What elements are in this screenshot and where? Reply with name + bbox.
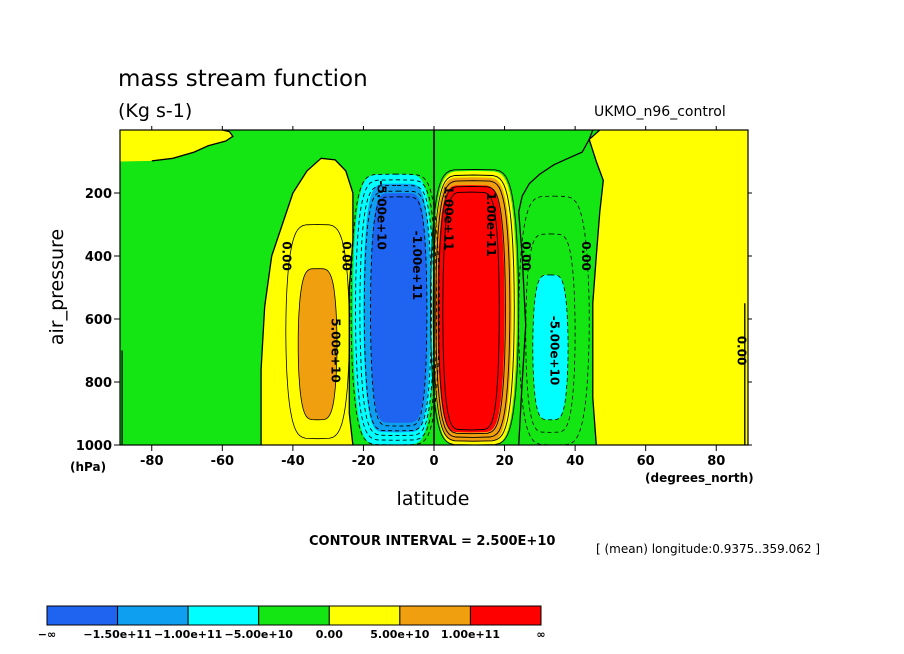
contour-zero-north-polar — [588, 129, 604, 446]
colorbar-bin — [399, 605, 471, 626]
contour-label-9: -5.00e+10 — [548, 316, 562, 385]
contour-south-hadley-3 — [363, 190, 432, 432]
y-tick-label: 200 — [85, 187, 112, 202]
contour-label-text: -1.00e+11 — [410, 231, 424, 300]
contour-label-text: 0.00 — [734, 336, 748, 366]
contour-label-text: 1.00e+11 — [484, 192, 498, 257]
contour-label-6: 1.00e+11 — [484, 192, 498, 257]
colorbar-label: −∞ — [38, 628, 56, 641]
contour-label-10: 0.00 — [734, 336, 748, 366]
contour-label-7: 0.00 — [519, 241, 533, 271]
contour-label-5: 1.00e+11 — [442, 186, 456, 251]
contour-label-text: -5.00e+10 — [375, 180, 389, 249]
field-north-edge — [745, 303, 748, 445]
x-axis-unit: (degrees_north) — [645, 471, 754, 485]
contour-south-hadley-2 — [359, 184, 435, 437]
contour-label-3: -5.00e+10 — [375, 180, 389, 249]
x-tick-label: 80 — [707, 454, 725, 469]
x-axis-label: latitude — [396, 488, 470, 510]
colorbar-labels: −∞ −1.50e+11 −1.00e+11 −5.00e+10 0.00 5.00e+1… — [38, 628, 546, 641]
x-tick-label: 0 — [429, 454, 438, 469]
contour-north-ferrel-core — [532, 274, 569, 421]
contour-south-ferrel-core — [297, 268, 338, 421]
contour-label-text: 0.00 — [519, 241, 533, 271]
contour-label-text: -5.00e+10 — [548, 316, 562, 385]
colorbar — [46, 605, 542, 626]
y-tick-label: 800 — [85, 376, 112, 391]
averaging-note: [ (mean) longitude:0.9375..359.062 ] — [596, 542, 821, 556]
field-north-hadley-core — [437, 185, 505, 433]
chart-units: (Kg s-1) — [118, 100, 193, 122]
contour-label-2: 5.00e+10 — [329, 318, 343, 383]
contour-label-text: 0.00 — [339, 241, 353, 271]
contour-label-1: 0.00 — [339, 241, 353, 271]
contour-zero-south-polar — [151, 129, 234, 162]
contour-label-text: 0.00 — [279, 241, 293, 271]
x-tick-label: -80 — [140, 454, 164, 469]
colorbar-bin — [46, 605, 119, 626]
contour-label-text: 1.00e+11 — [442, 186, 456, 251]
colorbar-bin — [258, 605, 330, 626]
contour-north-hadley-4 — [442, 191, 500, 431]
dataset-label: UKMO_n96_control — [594, 104, 726, 120]
x-tick-label: 20 — [496, 454, 514, 469]
contour-label-8: 0.00 — [579, 241, 593, 271]
field-north-ferrel-core — [532, 274, 569, 420]
contour-south-hadley-1 — [355, 179, 438, 441]
field-south-ferrel-core — [298, 268, 337, 420]
x-tick-label: -40 — [281, 454, 305, 469]
contour-north-hadley-1 — [432, 174, 515, 442]
y-tick-label: 1000 — [76, 439, 112, 454]
contour-north-hadley-3 — [437, 185, 506, 435]
contour-label-4: -1.00e+11 — [410, 231, 424, 300]
colorbar-label: ∞ — [536, 628, 545, 641]
x-tick-label: 40 — [566, 454, 584, 469]
contour-label-text: 0.00 — [579, 241, 593, 271]
y-axis-ticks: 200 400 600 800 1000 — [76, 187, 752, 454]
contour-interval-text: CONTOUR INTERVAL = 2.500E+10 — [309, 534, 556, 549]
colorbar-label: 5.00e+10 — [370, 628, 429, 641]
field-south-hadley-core — [370, 193, 427, 423]
y-tick-label: 600 — [85, 313, 112, 328]
colorbar-label: 1.00e+11 — [441, 628, 500, 641]
colorbar-bin — [187, 605, 260, 626]
x-tick-label: 60 — [637, 454, 655, 469]
colorbar-label: −1.00e+11 — [154, 628, 222, 641]
contour-label-text: 5.00e+10 — [329, 318, 343, 383]
y-axis-unit: (hPa) — [70, 460, 107, 474]
colorbar-bin — [469, 605, 542, 626]
x-tick-label: -20 — [352, 454, 376, 469]
x-tick-label: -60 — [211, 454, 235, 469]
field-south-polar — [120, 130, 233, 162]
contour-label-0: 0.00 — [279, 241, 293, 271]
chart-title: mass stream function — [118, 66, 368, 92]
contour-labels: 0.00 0.00 5.00e+10 -5.00e+10 -1.00e+11 1.00e+… — [279, 180, 748, 385]
colorbar-label: 0.00 — [316, 628, 343, 641]
colorbar-label: −1.50e+11 — [83, 628, 151, 641]
x-axis-ticks: -80 -60 -40 -20 0 20 40 60 80 — [140, 126, 725, 469]
colorbar-bin — [328, 605, 401, 626]
contour-south-ferrel-inner — [285, 224, 350, 440]
y-tick-label: 400 — [85, 250, 112, 265]
colorbar-label: −5.00e+10 — [225, 628, 294, 641]
field-north-polar — [589, 130, 748, 445]
contour-north-hadley-2 — [435, 180, 511, 438]
contour-north-ferrel-inner — [525, 233, 576, 433]
colorbar-bin — [117, 605, 189, 626]
